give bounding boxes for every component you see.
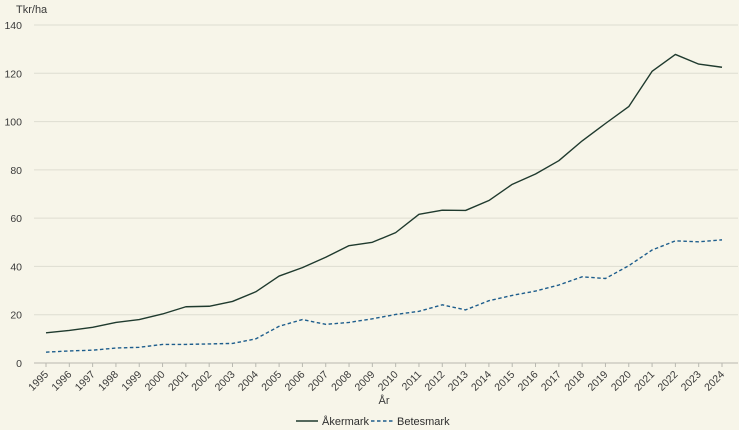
x-tick-label: 1996 bbox=[49, 369, 74, 394]
x-tick-label: 2007 bbox=[306, 369, 331, 394]
x-tick-label: 2024 bbox=[702, 369, 727, 394]
x-tick-label: 2022 bbox=[655, 369, 680, 394]
gridlines bbox=[34, 24, 738, 316]
series-lines bbox=[45, 53, 723, 353]
x-tick-label: 2020 bbox=[609, 369, 634, 394]
x-tick-label: 2010 bbox=[376, 369, 401, 394]
x-tick-label: 2019 bbox=[586, 369, 611, 394]
x-tick-label: 2017 bbox=[539, 369, 564, 394]
x-tick-label: 2000 bbox=[143, 369, 168, 394]
y-tick-label: 40 bbox=[10, 261, 22, 273]
x-tick-label: 1998 bbox=[96, 369, 121, 394]
y-tick-label: 120 bbox=[4, 68, 22, 80]
x-axis-ticks: 1995199619971998199920002001200220032004… bbox=[26, 363, 727, 394]
x-tick-label: 2013 bbox=[446, 369, 471, 394]
legend-label: Åkermark bbox=[322, 415, 370, 428]
x-tick-label: 2014 bbox=[469, 369, 494, 394]
x-tick-label: 2012 bbox=[422, 369, 447, 394]
x-axis-title: År bbox=[379, 394, 390, 407]
x-tick-label: 2001 bbox=[166, 369, 191, 394]
x-tick-label: 2011 bbox=[400, 369, 425, 394]
x-tick-label: 2015 bbox=[492, 369, 517, 394]
series-line-0 bbox=[45, 53, 723, 334]
x-tick-label: 2005 bbox=[259, 369, 284, 394]
y-tick-label: 60 bbox=[10, 213, 22, 225]
y-axis-ticks: 0 20 40 60 80 100 120 140 bbox=[4, 20, 22, 370]
y-tick-label: 20 bbox=[10, 310, 22, 322]
y-tick-label: 80 bbox=[10, 165, 22, 177]
y-axis-title: Tkr/ha bbox=[16, 4, 48, 16]
legend: Åkermark Betesmark bbox=[296, 415, 450, 428]
x-tick-label: 2008 bbox=[329, 369, 354, 394]
x-tick-label: 2003 bbox=[213, 369, 238, 394]
x-tick-label: 1997 bbox=[73, 369, 98, 394]
y-tick-label: 100 bbox=[4, 117, 22, 129]
x-tick-label: 1995 bbox=[26, 369, 51, 394]
x-tick-label: 2006 bbox=[283, 369, 308, 394]
y-tick-label: 140 bbox=[4, 20, 22, 32]
x-tick-label: 2018 bbox=[562, 369, 587, 394]
x-tick-label: 2002 bbox=[189, 369, 214, 394]
x-tick-label: 2016 bbox=[516, 369, 541, 394]
x-tick-label: 2004 bbox=[236, 369, 261, 394]
y-tick-label: 0 bbox=[16, 358, 22, 370]
x-tick-label: 1999 bbox=[119, 369, 144, 394]
x-tick-label: 2021 bbox=[632, 369, 657, 394]
x-tick-label: 2009 bbox=[352, 369, 377, 394]
series-line-1 bbox=[45, 239, 723, 353]
x-tick-label: 2023 bbox=[679, 369, 704, 394]
legend-label: Betesmark bbox=[397, 416, 450, 428]
